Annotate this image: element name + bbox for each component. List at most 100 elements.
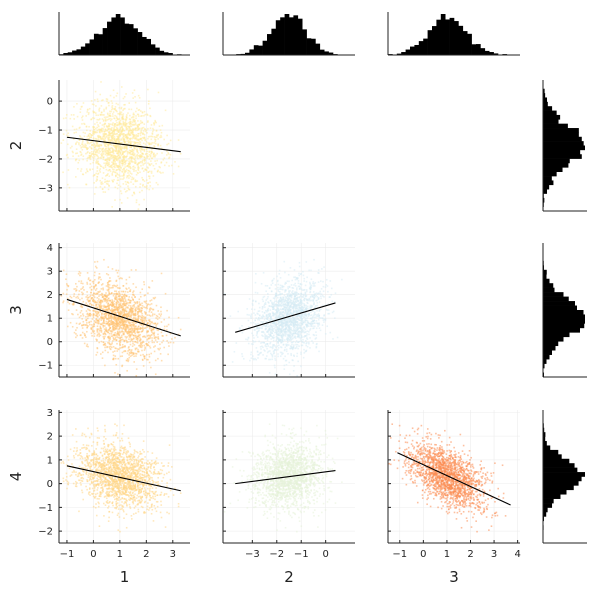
scatter-point [91,103,94,106]
scatter-point [314,325,316,328]
scatter-point [293,292,295,295]
scatter-point [131,150,133,153]
scatter-point [72,151,74,154]
y-tick-label: 0 [47,97,53,108]
scatter-point [247,336,250,339]
scatter-point [141,330,144,333]
scatter-point [120,148,123,151]
scatter-point [292,354,295,357]
scatter-point [78,142,80,144]
scatter-point [152,155,155,158]
scatter-point [292,321,295,324]
scatter-point [97,114,99,117]
scatter-point [301,336,303,339]
scatter-point [313,307,316,310]
scatter-point [289,300,292,303]
scatter-point [93,314,95,316]
scatter-point [116,117,118,119]
scatter-point [129,175,132,178]
scatter-point [119,342,121,345]
scatter-point [96,306,99,308]
scatter-point [109,347,111,350]
scatter-point [264,333,266,336]
scatter-point [107,127,110,130]
scatter-point [131,351,134,354]
scatter-point [140,317,143,319]
scatter-point [90,298,92,300]
scatter-point [78,293,80,296]
scatter-point [289,336,292,339]
scatter-point [93,144,96,146]
scatter-point [142,340,144,343]
scatter-point [141,155,144,158]
scatter-point [131,141,133,143]
scatter-point [127,182,130,184]
scatter-point [134,314,137,317]
scatter-point [94,123,96,125]
scatter-point [124,304,126,306]
scatter-point [99,114,102,116]
scatter-point [121,175,123,177]
scatter-point [81,297,83,300]
scatter-point [111,155,113,157]
scatter-point [94,131,97,134]
scatter-point [86,330,88,333]
scatter-point [154,160,156,162]
scatter-point [152,297,155,299]
scatter-point [109,117,111,120]
scatter-point [326,325,329,328]
scatter-point [76,102,78,105]
scatter-point [116,110,118,113]
scatter-point [104,150,107,152]
scatter-point [256,326,258,328]
scatter-point [119,135,121,137]
scatter-point [305,313,308,316]
scatter-point [119,151,122,154]
scatter-point [294,291,296,293]
scatter-point [251,355,254,357]
scatter-point [120,139,122,141]
scatter-point [155,325,157,327]
scatter-point [302,356,305,359]
scatter-point [107,188,110,191]
scatter-point [121,309,124,312]
scatter-point [87,300,90,303]
scatter-point [133,330,135,333]
scatter-point [324,286,327,288]
scatter-point [118,168,120,171]
scatter-point [117,348,119,350]
scatter-point [292,359,294,362]
scatter-point [110,314,112,317]
scatter-point [147,88,149,91]
scatter-point [67,132,70,135]
scatter-point [303,277,306,280]
scatter-point [109,280,112,282]
scatter-point [170,338,173,340]
scatter-point [120,327,123,329]
scatter-point [104,122,106,125]
scatter-point [116,129,118,131]
scatter-point [121,330,124,333]
scatter-point [126,181,129,184]
scatter-point [126,336,128,338]
scatter-point [113,334,116,337]
scatter-point [134,122,137,124]
scatter-point [276,331,279,334]
scatter-point [263,349,265,351]
scatter-point [311,318,313,320]
scatter-point [149,322,152,325]
scatter-point [106,289,109,291]
scatter-point [98,322,100,325]
scatter-point [79,311,82,314]
scatter-point [146,121,149,123]
scatter-point [119,156,121,159]
scatter-point [119,127,122,130]
scatter-point [294,329,296,331]
scatter-point [147,319,150,321]
scatter-point [121,141,123,144]
scatter-point [129,304,132,307]
scatter-point [112,170,115,173]
scatter-point [314,306,316,309]
scatter-point [328,312,331,315]
scatter-point [310,278,313,281]
